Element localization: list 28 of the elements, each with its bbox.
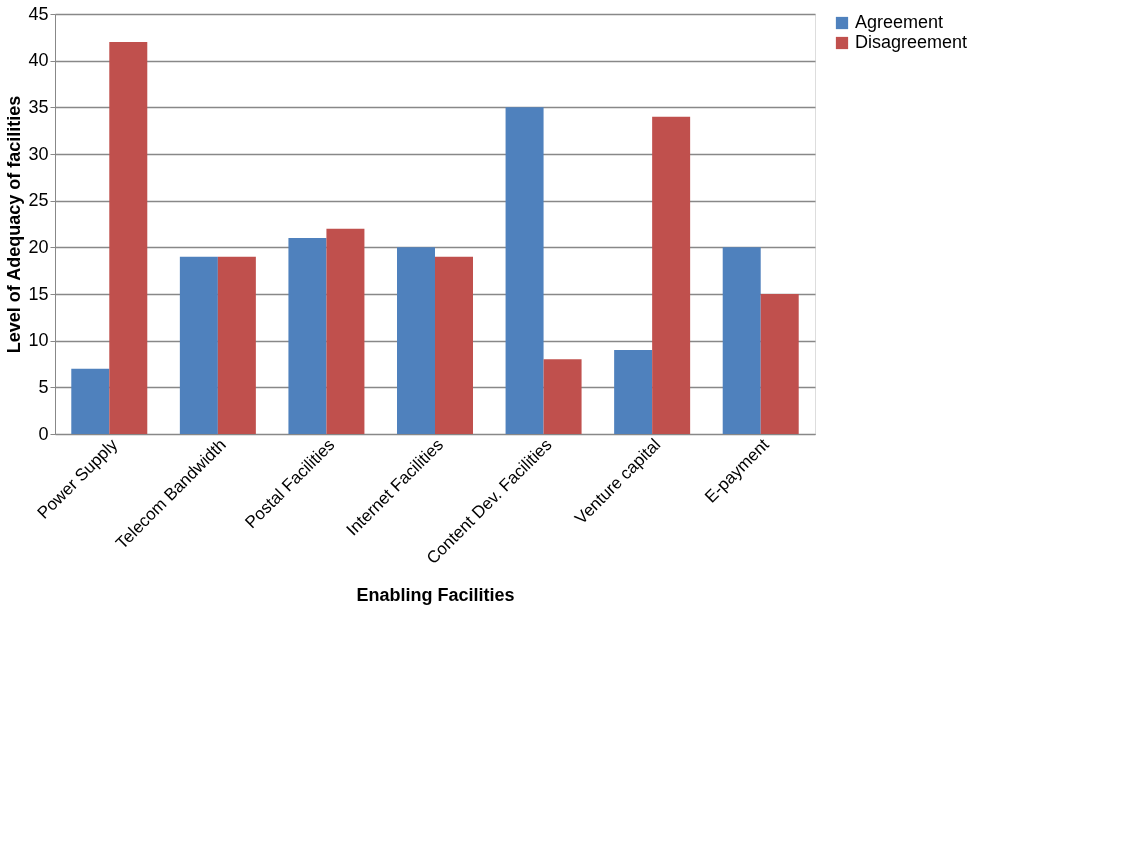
bar (288, 238, 327, 434)
x-axis-title: Enabling Facilities (356, 585, 515, 606)
bar (435, 256, 473, 434)
y-tick-label: 25 (28, 190, 49, 211)
bar (722, 247, 761, 434)
bar (179, 256, 218, 434)
y-tick-label: 20 (28, 236, 49, 257)
bar (109, 42, 148, 434)
y-tick-label: 10 (28, 330, 49, 351)
bar (217, 256, 256, 434)
bar (760, 294, 799, 434)
y-tick-label: 5 (38, 376, 49, 397)
legend-label: Agreement (855, 12, 944, 32)
bar (614, 350, 653, 434)
bar (326, 228, 365, 434)
y-tick-label: 0 (38, 423, 49, 444)
bar (397, 247, 435, 434)
y-axis-title: Level of Adequacy of facilities (4, 95, 25, 354)
y-tick-label: 40 (28, 50, 49, 71)
legend-label: Disagreement (855, 32, 968, 52)
y-tick-label: 15 (28, 283, 49, 304)
y-tick-label: 45 (28, 3, 49, 24)
bar (543, 359, 582, 434)
bar (71, 368, 110, 434)
y-tick-label: 35 (28, 96, 49, 117)
y-tick-label: 30 (28, 143, 49, 164)
bar (652, 116, 691, 434)
bar (505, 107, 544, 434)
